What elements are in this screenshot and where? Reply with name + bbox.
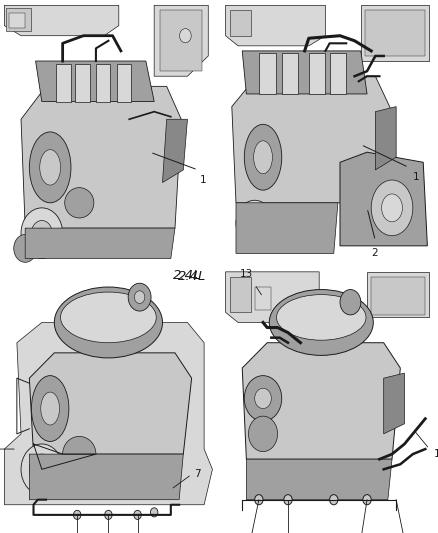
Ellipse shape [29,132,71,203]
Ellipse shape [371,180,413,236]
Bar [259,53,276,94]
Text: 2.4L: 2.4L [178,270,206,283]
Circle shape [246,213,263,233]
Circle shape [248,416,278,451]
Circle shape [330,495,338,505]
Text: 1: 1 [200,175,207,185]
Polygon shape [375,107,396,170]
Ellipse shape [269,289,373,356]
Circle shape [21,208,63,259]
Ellipse shape [32,376,69,441]
Circle shape [284,495,292,505]
Polygon shape [4,5,119,36]
Circle shape [180,29,191,43]
Polygon shape [236,203,338,254]
Ellipse shape [276,295,366,340]
Circle shape [105,510,112,520]
Bar [371,277,425,315]
Ellipse shape [40,150,60,185]
Circle shape [363,495,371,505]
Circle shape [38,228,46,238]
Bar [117,63,131,101]
Ellipse shape [65,188,94,218]
Bar [9,13,25,28]
Polygon shape [4,322,212,505]
Ellipse shape [381,194,403,222]
Bar [309,53,325,94]
Ellipse shape [254,141,272,174]
Polygon shape [367,272,429,318]
Polygon shape [361,5,429,61]
Polygon shape [384,373,405,434]
Polygon shape [25,228,175,259]
Text: 7: 7 [194,470,200,479]
Circle shape [150,508,158,517]
Polygon shape [242,51,367,94]
Circle shape [128,283,151,311]
Circle shape [340,289,361,315]
Circle shape [74,510,81,520]
Bar [255,287,271,310]
Polygon shape [154,5,208,76]
Polygon shape [162,119,187,182]
Polygon shape [232,76,392,203]
Text: 1: 1 [413,173,420,182]
Bar [329,53,346,94]
Ellipse shape [54,287,162,358]
Polygon shape [340,152,427,246]
Circle shape [255,388,271,408]
Circle shape [32,221,52,246]
Ellipse shape [244,124,282,190]
Polygon shape [35,61,154,101]
Bar [282,53,298,94]
Bar [75,63,90,101]
Bar [160,11,202,71]
Text: 2.4L: 2.4L [173,269,201,281]
Circle shape [29,454,54,484]
Circle shape [21,444,63,495]
Polygon shape [226,5,325,46]
Circle shape [134,291,145,303]
Polygon shape [29,353,192,454]
Polygon shape [246,459,392,500]
Bar [7,8,32,30]
Polygon shape [21,86,181,228]
Ellipse shape [60,292,156,343]
Ellipse shape [63,437,96,472]
Text: 13: 13 [240,269,253,279]
Circle shape [244,376,282,421]
Circle shape [14,235,37,262]
Bar [57,63,71,101]
Bar [230,277,251,312]
Bar [365,11,425,56]
Circle shape [236,200,273,246]
Polygon shape [242,343,400,459]
Circle shape [255,495,263,505]
Circle shape [134,510,141,520]
Text: 12: 12 [434,449,438,459]
Polygon shape [226,272,319,322]
Text: 2: 2 [371,248,378,259]
Ellipse shape [41,392,60,425]
Circle shape [37,463,47,475]
Bar [230,11,251,36]
Bar [96,63,110,101]
Polygon shape [29,454,183,500]
